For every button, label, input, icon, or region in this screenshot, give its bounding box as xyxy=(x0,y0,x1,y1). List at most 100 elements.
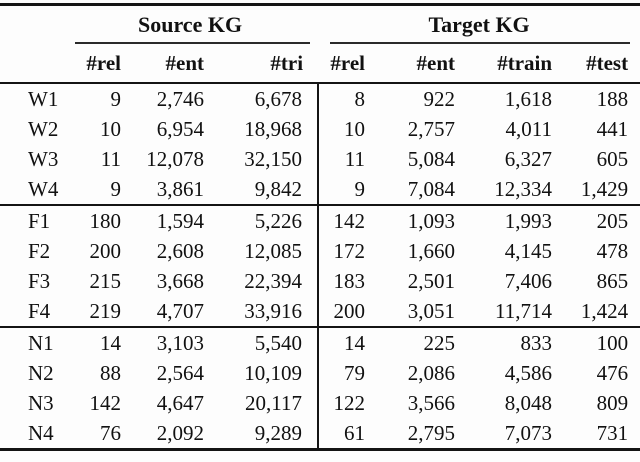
data-cell: 3,566 xyxy=(407,391,456,415)
data-cell: 605 xyxy=(596,147,629,171)
table-row: W2 10 6,954 18,968 10 2,757 4,011 441 xyxy=(0,114,640,144)
source-rel-header: #rel xyxy=(86,51,121,75)
data-cell: 5,540 xyxy=(209,327,320,358)
table-row: N4 76 2,092 9,289 61 2,795 7,073 731 xyxy=(0,418,640,450)
row-group-f: F1 180 1,594 5,226 142 1,093 1,993 205 F2 200 2,60… xyxy=(0,205,640,327)
table-row: F1 180 1,594 5,226 142 1,093 1,993 205 xyxy=(0,205,640,236)
data-cell: 100 xyxy=(596,331,629,355)
data-cell: 172 xyxy=(333,239,366,263)
data-cell: 2,501 xyxy=(407,269,456,293)
table-row: F4 219 4,707 33,916 200 3,051 11,714 1,424 xyxy=(0,296,640,327)
table-row: W1 9 2,746 6,678 8 922 1,618 188 xyxy=(0,83,640,114)
row-label: F2 xyxy=(28,239,51,263)
data-cell: 4,707 xyxy=(156,299,204,323)
data-cell: 219 xyxy=(89,299,122,323)
group-header-row: Source KG Target KG xyxy=(0,5,640,45)
data-cell: 9 xyxy=(110,177,122,201)
data-cell: 12,078 xyxy=(146,147,204,171)
data-cell: 200 xyxy=(333,299,366,323)
data-cell: 4,145 xyxy=(504,239,553,263)
table-row: N2 88 2,564 10,109 79 2,086 4,586 476 xyxy=(0,358,640,388)
data-cell: 8 xyxy=(354,87,366,111)
data-cell: 2,795 xyxy=(407,421,456,445)
data-cell: 2,086 xyxy=(407,361,456,385)
row-label: N4 xyxy=(28,421,54,445)
data-cell: 188 xyxy=(596,87,629,111)
data-cell: 5,084 xyxy=(407,147,456,171)
data-cell: 11,714 xyxy=(495,299,553,323)
target-ent-header: #ent xyxy=(416,51,456,75)
data-cell: 2,092 xyxy=(156,421,204,445)
row-label: F4 xyxy=(28,299,51,323)
data-cell: 215 xyxy=(89,269,122,293)
row-label: N3 xyxy=(28,391,54,415)
row-label: W3 xyxy=(28,147,59,171)
data-cell: 3,668 xyxy=(156,269,204,293)
data-cell: 809 xyxy=(596,391,629,415)
row-label: N1 xyxy=(28,331,54,355)
data-cell: 12,334 xyxy=(494,177,553,201)
empty-label-header xyxy=(0,44,62,83)
table-row: W4 9 3,861 9,842 9 7,084 12,334 1,429 xyxy=(0,174,640,205)
row-label: N2 xyxy=(28,361,54,385)
data-cell: 1,424 xyxy=(580,299,629,323)
data-cell: 180 xyxy=(89,209,122,233)
data-cell: 200 xyxy=(89,239,122,263)
data-cell: 10 xyxy=(344,117,366,141)
data-cell: 1,618 xyxy=(504,87,553,111)
data-cell: 183 xyxy=(333,269,366,293)
data-cell: 1,429 xyxy=(580,177,629,201)
row-label: W4 xyxy=(28,177,59,201)
data-cell: 61 xyxy=(344,421,366,445)
target-kg-group-header: Target KG xyxy=(318,5,640,45)
sub-header-row: #rel #ent #tri #rel #ent #train #test xyxy=(0,44,640,83)
data-cell: 1,660 xyxy=(407,239,456,263)
data-cell: 8,048 xyxy=(504,391,553,415)
data-cell: 14 xyxy=(344,331,366,355)
data-cell: 476 xyxy=(596,361,629,385)
target-test-header: #test xyxy=(586,51,629,75)
data-cell: 6,327 xyxy=(504,147,553,171)
table-row: F3 215 3,668 22,394 183 2,501 7,406 865 xyxy=(0,266,640,296)
data-cell: 205 xyxy=(596,209,629,233)
corner-cell xyxy=(0,5,62,45)
data-cell: 10 xyxy=(100,117,121,141)
data-cell: 225 xyxy=(423,331,456,355)
data-cell: 142 xyxy=(89,391,122,415)
data-cell: 32,150 xyxy=(209,144,320,174)
data-cell: 1,993 xyxy=(504,209,553,233)
data-cell: 88 xyxy=(100,361,121,385)
data-cell: 2,746 xyxy=(156,87,204,111)
row-label: F3 xyxy=(28,269,51,293)
row-group-w: W1 9 2,746 6,678 8 922 1,618 188 W2 10 6,954 18,968… xyxy=(0,83,640,205)
table-row: F2 200 2,608 12,085 172 1,660 4,145 478 xyxy=(0,236,640,266)
data-cell: 9,842 xyxy=(209,174,320,205)
source-ent-header: #ent xyxy=(165,51,205,75)
data-cell: 33,916 xyxy=(209,296,320,327)
source-tri-header: #tri xyxy=(270,51,304,75)
data-cell: 1,594 xyxy=(156,209,204,233)
data-cell: 2,608 xyxy=(156,239,204,263)
table-header: Source KG Target KG #rel #ent #tri #rel … xyxy=(0,5,640,83)
data-cell: 4,586 xyxy=(504,361,553,385)
data-cell: 865 xyxy=(596,269,629,293)
data-cell: 478 xyxy=(596,239,629,263)
data-cell: 922 xyxy=(423,87,456,111)
data-cell: 3,861 xyxy=(156,177,204,201)
target-train-header: #train xyxy=(497,51,553,75)
data-cell: 2,757 xyxy=(407,117,456,141)
data-cell: 11 xyxy=(100,147,121,171)
data-cell: 14 xyxy=(100,331,121,355)
data-cell: 7,073 xyxy=(504,421,553,445)
data-cell: 1,093 xyxy=(407,209,456,233)
row-label: W2 xyxy=(28,117,59,141)
data-cell: 18,968 xyxy=(209,114,320,144)
row-group-n: N1 14 3,103 5,540 14 225 833 100 N2 88 2,564 10,109… xyxy=(0,327,640,450)
data-cell: 4,011 xyxy=(505,117,553,141)
data-cell: 11 xyxy=(344,147,366,171)
data-cell: 79 xyxy=(344,361,366,385)
data-cell: 10,109 xyxy=(209,358,320,388)
data-cell: 22,394 xyxy=(209,266,320,296)
data-cell: 9,289 xyxy=(209,418,320,450)
data-cell: 9 xyxy=(110,87,122,111)
